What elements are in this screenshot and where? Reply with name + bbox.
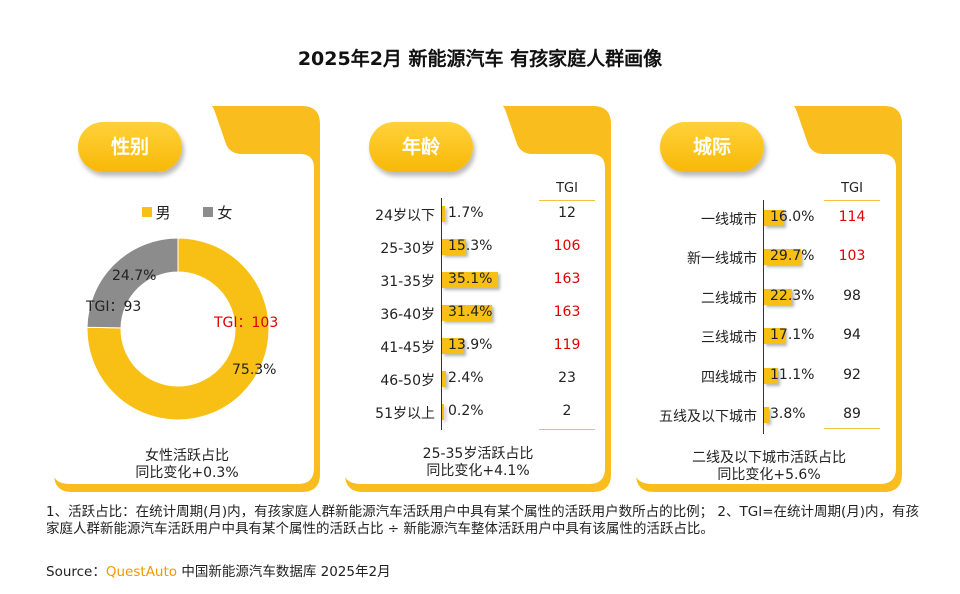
row-label: 24岁以下 [375, 208, 435, 224]
bar [764, 288, 792, 305]
bar [764, 210, 784, 226]
bar [764, 328, 786, 345]
bar [764, 249, 802, 266]
row-label: 25-30岁 [380, 241, 435, 257]
bar-value-label: 22.3% [770, 287, 815, 304]
bar [442, 272, 499, 288]
row-label: 二线城市 [701, 290, 757, 307]
panel-title-pill: 性别 [78, 122, 182, 172]
tgi-bottom-rule [824, 428, 880, 429]
source-text: 中国新能源汽车数据库 2025年2月 [177, 564, 391, 580]
bar-value-label: 29.7% [770, 248, 815, 265]
bar [442, 338, 465, 354]
panel-footer: 二线及以下城市活跃占比 同比变化+5.6% [634, 450, 904, 484]
bar-axis [441, 198, 442, 430]
tgi-value: 119 [553, 337, 581, 353]
panel-background [343, 102, 611, 492]
legend-swatch-male [141, 207, 152, 217]
row-label: 五线及以下城市 [659, 409, 757, 425]
bar [442, 371, 446, 387]
tgi-value: 98 [843, 287, 861, 304]
tgi-header-rule [824, 200, 880, 201]
tgi-value: 163 [553, 304, 581, 320]
tgi-value: 23 [558, 370, 576, 386]
bar-value-label: 2.4% [448, 370, 484, 386]
legend-item-male: 男 [141, 204, 171, 222]
row-label: 46-50岁 [380, 373, 435, 389]
bar [764, 367, 778, 384]
row-label: 41-45岁 [380, 340, 435, 356]
age-panel: 年龄 TGI 24岁以下 1.7% 12 25-30岁 15.3% 106 31-35岁 35… [343, 102, 613, 492]
tgi-header: TGI [841, 181, 863, 196]
tgi-value: 106 [553, 238, 581, 254]
bar-value-label: 31.4% [448, 304, 493, 320]
row-label: 36-40岁 [380, 307, 435, 323]
tgi-bottom-rule [539, 429, 595, 430]
bar [442, 239, 467, 255]
footnote: 1、活跃占比：在统计周期(月)内，有孩家庭人群新能源汽车活跃用户中具有某个属性的… [46, 504, 920, 537]
bar-value-label: 17.1% [770, 327, 815, 344]
panel-footer: 女性活跃占比 同比变化+0.3% [52, 448, 322, 482]
bar [442, 206, 445, 222]
bar-value-label: 35.1% [448, 271, 493, 287]
row-label: 四线城市 [701, 369, 757, 386]
bar [442, 305, 493, 321]
tgi-value: 114 [838, 209, 866, 225]
legend-label-male: 男 [155, 204, 171, 222]
tgi-header-rule [539, 200, 595, 201]
row-label: 31-35岁 [380, 274, 435, 290]
tgi-value: 89 [843, 406, 861, 422]
row-label: 一线城市 [701, 212, 757, 228]
footer-line-1: 25-35岁活跃占比 [422, 446, 534, 462]
legend: 男 女 [52, 202, 322, 223]
row-label: 51岁以上 [375, 406, 435, 422]
tgi-value: 94 [843, 327, 861, 344]
legend-label-female: 女 [217, 204, 233, 222]
footer-line-2: 同比变化+4.1% [426, 463, 530, 479]
male-tgi-label: TGI：103 [214, 315, 279, 331]
tgi-value: 92 [843, 366, 861, 383]
tgi-value: 2 [562, 403, 572, 419]
bar [764, 407, 769, 423]
panel-title-pill: 年龄 [369, 122, 473, 172]
bar [442, 404, 444, 420]
bar-value-label: 16.0% [770, 209, 815, 225]
panel-title-pill: 城际 [660, 122, 764, 172]
bar-value-label: 1.7% [448, 205, 484, 221]
source-brand: QuestAuto [105, 564, 178, 580]
row-label: 三线城市 [701, 330, 757, 347]
footer-line-1: 女性活跃占比 [145, 448, 229, 464]
bar-value-label: 3.8% [770, 406, 806, 422]
bar-value-label: 13.9% [448, 337, 493, 353]
bar-value-label: 11.1% [770, 366, 815, 383]
gender-panel: 性别 男 女 24.7% TGI：93 TGI：103 75.3% 女性活跃占比… [52, 102, 322, 492]
bar-value-label: 0.2% [448, 403, 484, 419]
footer-line-2: 同比变化+5.6% [717, 467, 821, 483]
panel-footer: 25-35岁活跃占比 同比变化+4.1% [343, 446, 613, 480]
row-label: 新一线城市 [687, 251, 757, 268]
tgi-header: TGI [556, 181, 578, 196]
footer-line-2: 同比变化+0.3% [135, 465, 239, 481]
legend-swatch-female [203, 207, 214, 217]
tgi-value: 12 [558, 205, 576, 221]
legend-item-female: 女 [203, 204, 232, 222]
page-title: 2025年2月 新能源汽车 有孩家庭人群画像 [297, 48, 663, 70]
male-value-label: 75.3% [232, 362, 277, 378]
city-panel: 城际 TGI 一线城市 16.0% 114 新一线城市 29.7% 103 二线城市 22.3… [634, 102, 904, 492]
bar-value-label: 15.3% [448, 238, 493, 254]
tgi-value: 163 [553, 271, 581, 287]
tgi-value: 103 [838, 248, 866, 265]
female-tgi-label: TGI：93 [86, 299, 142, 315]
bar-axis [763, 200, 764, 434]
source-line: Source：QuestAuto 中国新能源汽车数据库 2025年2月 [46, 560, 391, 580]
footer-line-1: 二线及以下城市活跃占比 [692, 450, 846, 466]
female-value-label: 24.7% [112, 268, 157, 284]
source-prefix: Source： [46, 564, 106, 580]
